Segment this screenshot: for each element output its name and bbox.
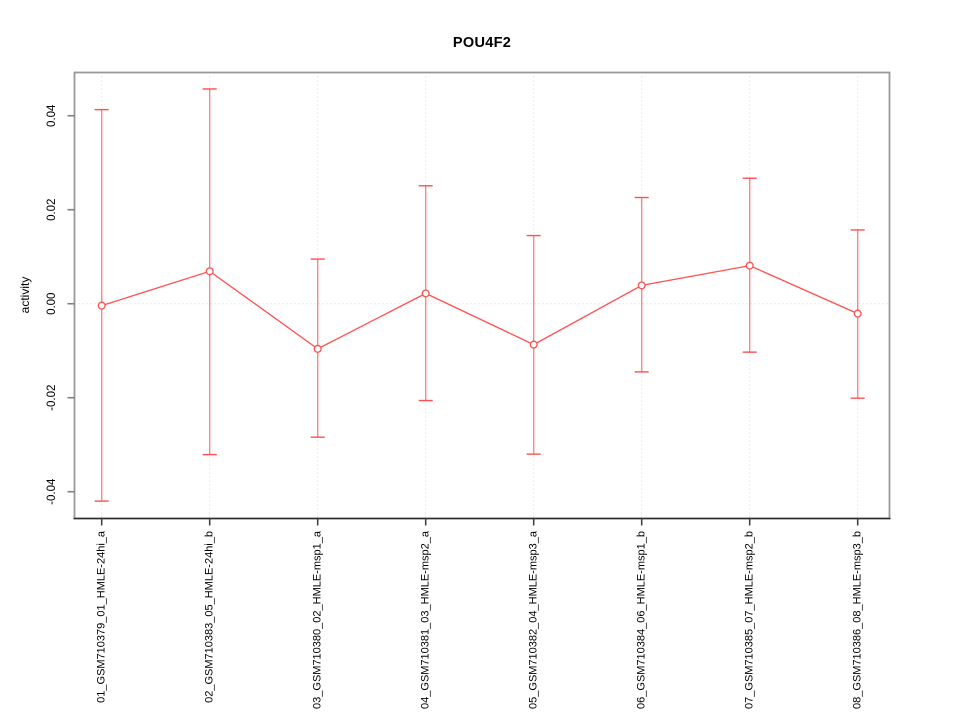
x-tick-label: 04_GSM710381_03_HMLE-msp2_a xyxy=(420,530,432,709)
data-point xyxy=(205,267,214,276)
x-tick-label: 03_GSM710380_02_HMLE-msp1_a xyxy=(312,530,324,709)
chart-title: POU4F2 xyxy=(452,35,512,51)
plot-frame xyxy=(73,71,891,520)
y-tick-label: 0.00 xyxy=(46,293,58,315)
x-tick-label: 07_GSM710385_07_HMLE-msp2_b xyxy=(744,531,756,709)
y-tick-label: -0.04 xyxy=(46,478,58,505)
y-tick-label: -0.02 xyxy=(46,385,58,411)
data-point xyxy=(637,281,646,290)
data-point xyxy=(529,340,538,349)
y-axis-label: activity xyxy=(18,276,32,314)
y-tick-label: 0.04 xyxy=(46,104,58,127)
y-tick-label: 0.02 xyxy=(46,199,58,221)
data-point xyxy=(313,344,322,353)
x-tick-label: 05_GSM710382_04_HMLE-msp3_a xyxy=(528,530,540,709)
x-tick-label: 02_GSM710383_05_HMLE-24hi_b xyxy=(204,531,216,703)
series-line xyxy=(101,264,858,350)
data-point xyxy=(853,309,862,318)
x-tick-label: 01_GSM710379_01_HMLE-24hi_a xyxy=(96,530,108,703)
data-point xyxy=(745,261,754,270)
x-tick-label: 06_GSM710384_06_HMLE-msp1_b xyxy=(636,531,648,709)
data-point xyxy=(421,289,430,298)
data-point xyxy=(97,301,106,310)
x-tick-label: 08_GSM710386_08_HMLE-msp3_b xyxy=(852,531,864,709)
